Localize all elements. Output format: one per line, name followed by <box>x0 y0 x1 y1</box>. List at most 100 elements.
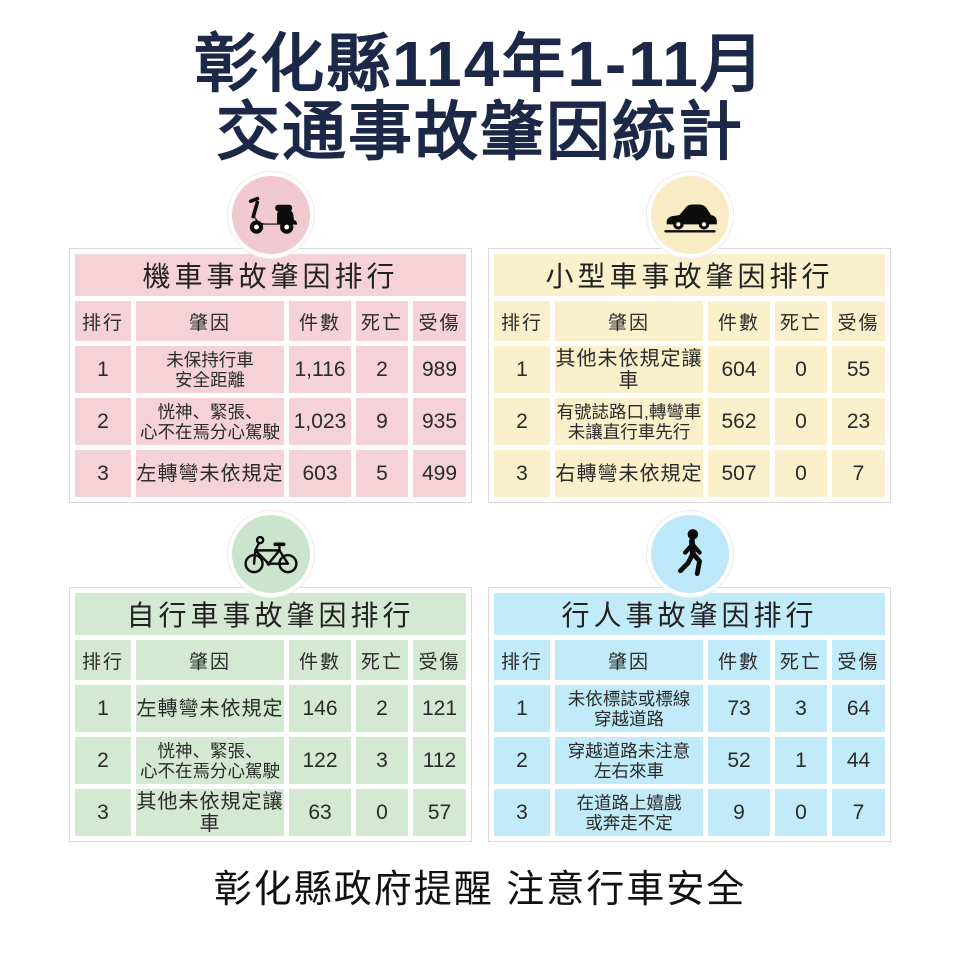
column-header: 排行 <box>494 640 550 680</box>
cause-line: 未保持行車 <box>166 349 254 370</box>
tables-grid: 機車事故肇因排行 排行 肇因 件數 死亡 受傷 1 未保持行車 安全距離 1,116 2 989 2 恍神… <box>69 166 891 842</box>
column-header: 死亡 <box>775 301 827 341</box>
injuries-cell: 64 <box>832 685 885 732</box>
rank-cell: 1 <box>494 685 550 732</box>
rank-cell: 1 <box>75 346 131 393</box>
injuries-cell: 989 <box>413 346 466 393</box>
column-header: 肇因 <box>136 640 284 680</box>
injuries-cell: 44 <box>832 737 885 784</box>
panel-motorcycle: 機車事故肇因排行 排行 肇因 件數 死亡 受傷 1 未保持行車 安全距離 1,116 2 989 2 恍神… <box>69 166 472 503</box>
deaths-cell: 3 <box>775 685 827 732</box>
table-title: 自行車事故肇因排行 <box>75 593 466 635</box>
page-title-line1: 彰化縣114年1-11月 <box>194 28 766 100</box>
injuries-cell: 23 <box>832 398 885 445</box>
table-small-car: 小型車事故肇因排行 排行 肇因 件數 死亡 受傷 1 其他未依規定讓車 604 0 55 2 有號誌路口… <box>488 248 891 503</box>
cases-cell: 562 <box>708 398 770 445</box>
injuries-cell: 499 <box>413 450 466 497</box>
rank-cell: 3 <box>494 789 550 836</box>
injuries-cell: 935 <box>413 398 466 445</box>
rank-cell: 3 <box>75 789 131 836</box>
scooter-icon <box>227 172 314 258</box>
deaths-cell: 2 <box>356 685 408 732</box>
column-header: 受傷 <box>832 301 885 341</box>
deaths-cell: 0 <box>775 450 827 497</box>
cause-cell: 右轉彎未依規定 <box>555 450 703 497</box>
column-header: 受傷 <box>413 301 466 341</box>
cause-line: 右轉彎未依規定 <box>555 462 703 485</box>
column-header: 件數 <box>708 301 770 341</box>
cause-line: 在道路上嬉戲 <box>576 792 682 813</box>
column-header: 排行 <box>75 640 131 680</box>
cause-line: 左轉彎未依規定 <box>136 697 284 720</box>
cause-line: 左轉彎未依規定 <box>136 462 284 485</box>
table-grid: 排行 肇因 件數 死亡 受傷 1 未依標誌或標線 穿越道路 73 3 64 2 穿越道路未注意 左右來車 5… <box>494 640 885 836</box>
page-title-line2: 交通事故肇因統計 <box>216 96 744 168</box>
cause-line: 心不在焉分心駕駛 <box>140 760 280 781</box>
deaths-cell: 0 <box>775 346 827 393</box>
cause-line: 心不在焉分心駕駛 <box>140 421 280 442</box>
injuries-cell: 112 <box>413 737 466 784</box>
rank-cell: 2 <box>494 737 550 784</box>
panel-small-car: 小型車事故肇因排行 排行 肇因 件數 死亡 受傷 1 其他未依規定讓車 604 0 55 2 有號誌路口… <box>488 166 891 503</box>
cases-cell: 604 <box>708 346 770 393</box>
injuries-cell: 7 <box>832 450 885 497</box>
cause-cell: 其他未依規定讓車 <box>555 346 703 393</box>
cause-cell: 在道路上嬉戲 或奔走不定 <box>555 789 703 836</box>
deaths-cell: 1 <box>775 737 827 784</box>
deaths-cell: 2 <box>356 346 408 393</box>
injuries-cell: 55 <box>832 346 885 393</box>
pedestrian-icon <box>646 511 733 597</box>
table-motorcycle: 機車事故肇因排行 排行 肇因 件數 死亡 受傷 1 未保持行車 安全距離 1,116 2 989 2 恍神… <box>69 248 472 503</box>
column-header: 排行 <box>494 301 550 341</box>
rank-cell: 2 <box>494 398 550 445</box>
deaths-cell: 0 <box>775 398 827 445</box>
rank-cell: 3 <box>75 450 131 497</box>
column-header: 受傷 <box>832 640 885 680</box>
cause-line: 恍神、緊張、 <box>157 401 263 422</box>
rank-cell: 3 <box>494 450 550 497</box>
injuries-cell: 57 <box>413 789 466 836</box>
rank-cell: 2 <box>75 398 131 445</box>
cases-cell: 146 <box>289 685 351 732</box>
deaths-cell: 9 <box>356 398 408 445</box>
page-title: 彰化縣114年1-11月 交通事故肇因統計 <box>0 0 960 166</box>
table-pedestrian: 行人事故肇因排行 排行 肇因 件數 死亡 受傷 1 未依標誌或標線 穿越道路 73 3 64 2 穿越道路… <box>488 587 891 842</box>
cause-line: 其他未依規定讓車 <box>136 790 284 835</box>
table-grid: 排行 肇因 件數 死亡 受傷 1 左轉彎未依規定 146 2 121 2 恍神、緊張、 心不在焉分心駕駛… <box>75 640 466 836</box>
cause-line: 或奔走不定 <box>585 812 673 833</box>
cause-line: 未讓直行車先行 <box>567 421 691 442</box>
column-header: 肇因 <box>136 301 284 341</box>
column-header: 受傷 <box>413 640 466 680</box>
table-grid: 排行 肇因 件數 死亡 受傷 1 未保持行車 安全距離 1,116 2 989 2 恍神、緊張、 心不在焉… <box>75 301 466 497</box>
panel-bicycle: 自行車事故肇因排行 排行 肇因 件數 死亡 受傷 1 左轉彎未依規定 146 2 121 2 恍神、緊張… <box>69 503 472 842</box>
car-icon <box>646 172 733 258</box>
deaths-cell: 3 <box>356 737 408 784</box>
cases-cell: 9 <box>708 789 770 836</box>
rank-cell: 1 <box>494 346 550 393</box>
cause-cell: 未依標誌或標線 穿越道路 <box>555 685 703 732</box>
cause-cell: 未保持行車 安全距離 <box>136 346 284 393</box>
bicycle-icon <box>227 511 314 597</box>
cause-line: 左右來車 <box>594 760 664 781</box>
column-header: 排行 <box>75 301 131 341</box>
cause-line: 有號誌路口,轉彎車 <box>556 401 702 422</box>
deaths-cell: 0 <box>775 789 827 836</box>
column-header: 死亡 <box>356 640 408 680</box>
cases-cell: 507 <box>708 450 770 497</box>
cause-line: 未依標誌或標線 <box>567 688 691 709</box>
cases-cell: 73 <box>708 685 770 732</box>
table-title: 機車事故肇因排行 <box>75 254 466 296</box>
cause-line: 穿越道路未注意 <box>567 740 691 761</box>
cause-cell: 恍神、緊張、 心不在焉分心駕駛 <box>136 398 284 445</box>
cases-cell: 1,023 <box>289 398 351 445</box>
rank-cell: 2 <box>75 737 131 784</box>
cause-line: 其他未依規定讓車 <box>555 347 703 392</box>
column-header: 肇因 <box>555 640 703 680</box>
column-header: 肇因 <box>555 301 703 341</box>
cause-cell: 恍神、緊張、 心不在焉分心駕駛 <box>136 737 284 784</box>
column-header: 死亡 <box>775 640 827 680</box>
column-header: 件數 <box>289 301 351 341</box>
rank-cell: 1 <box>75 685 131 732</box>
cause-cell: 其他未依規定讓車 <box>136 789 284 836</box>
